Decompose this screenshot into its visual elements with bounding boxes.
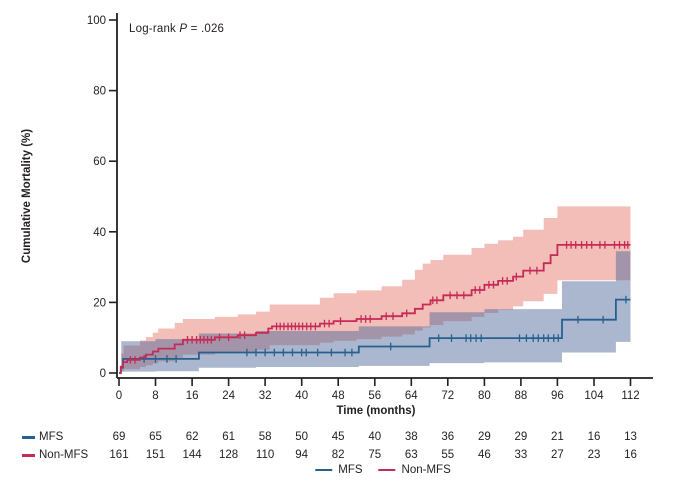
logrank-annotation: Log-rank P = .026 [129, 23, 224, 35]
risk-value: 62 [185, 431, 199, 443]
x-tick-label: 40 [295, 390, 308, 402]
risk-value: 75 [368, 449, 382, 461]
non-mfs-survival-curve [119, 244, 631, 374]
legend: MFS Non-MFS [315, 464, 451, 476]
risk-value: 27 [550, 449, 564, 461]
legend-item-non-mfs: Non-MFS [378, 464, 451, 476]
y-tick-label: 60 [93, 156, 106, 168]
non-mfs-line-swatch [22, 454, 35, 457]
risk-value: 128 [219, 449, 239, 461]
x-tick-label: 24 [222, 390, 235, 402]
risk-value: 13 [624, 431, 637, 443]
y-tick-label: 100 [87, 15, 106, 27]
x-tick-label: 64 [405, 390, 418, 402]
y-axis-title: Cumulative Mortality (%) [21, 128, 33, 264]
y-tick-label: 40 [93, 227, 106, 239]
risk-value: 58 [258, 431, 272, 443]
risk-value: 82 [331, 449, 345, 461]
logrank-suffix: = .026 [187, 23, 225, 35]
risk-value: 46 [477, 449, 491, 461]
risk-value: 110 [255, 449, 275, 461]
mfs-legend-swatch [315, 468, 333, 472]
risk-value: 55 [441, 449, 455, 461]
x-tick-label: 32 [259, 390, 272, 402]
y-tick-label: 20 [93, 297, 106, 309]
x-tick-label: 104 [584, 390, 604, 402]
risk-value: 161 [109, 449, 129, 461]
x-tick-label: 8 [152, 390, 158, 402]
risk-value: 61 [222, 431, 235, 443]
risk-value: 144 [182, 449, 202, 461]
non-mfs-legend-swatch [378, 468, 396, 472]
x-tick-label: 72 [441, 390, 454, 402]
risk-value: 38 [404, 431, 418, 443]
x-axis-title: Time (months) [336, 405, 416, 417]
risk-value: 29 [514, 431, 528, 443]
x-tick-label: 16 [186, 390, 199, 402]
risk-value: 40 [368, 431, 382, 443]
risk-value: 16 [624, 449, 637, 461]
risk-row-label: MFS [39, 431, 64, 443]
x-tick-label: 88 [515, 390, 528, 402]
risk-row-label: Non-MFS [39, 449, 89, 461]
risk-row-non-mfs: Non-MFS 161 151 144 128 110 94 82 75 63 55 46 33 27 23… [0, 448, 674, 463]
non-mfs-confidence-band [121, 206, 631, 372]
logrank-p-symbol: P [179, 23, 188, 35]
risk-value: 33 [514, 449, 528, 461]
risk-value: 69 [112, 431, 126, 443]
legend-label: MFS [338, 464, 363, 476]
risk-value: 21 [550, 431, 564, 443]
risk-value: 29 [477, 431, 491, 443]
mfs-line-swatch [22, 436, 35, 439]
risk-value: 16 [587, 431, 601, 443]
x-tick-label: 80 [478, 390, 491, 402]
risk-value: 63 [404, 449, 418, 461]
mfs-survival-curve [119, 298, 631, 374]
risk-value: 151 [145, 449, 166, 461]
y-tick-label: 0 [100, 368, 106, 380]
risk-value: 45 [331, 431, 345, 443]
legend-item-mfs: MFS [315, 464, 363, 476]
x-tick-label: 56 [368, 390, 381, 402]
legend-label: Non-MFS [401, 464, 451, 476]
risk-value: 94 [295, 449, 309, 461]
logrank-prefix: Log-rank [129, 23, 180, 35]
x-tick-label: 112 [621, 390, 639, 402]
risk-value: 23 [587, 449, 601, 461]
mfs-confidence-band [121, 251, 631, 372]
risk-value: 65 [149, 431, 162, 443]
x-tick-label: 96 [551, 390, 564, 402]
x-tick-label: 0 [116, 390, 122, 402]
risk-value: 50 [295, 431, 309, 443]
x-tick-label: 48 [332, 390, 345, 402]
risk-value: 36 [441, 431, 455, 443]
risk-row-mfs: MFS 69 65 62 61 58 50 45 40 38 36 29 29 21 16 13 [0, 430, 674, 445]
y-tick-label: 80 [93, 86, 106, 98]
